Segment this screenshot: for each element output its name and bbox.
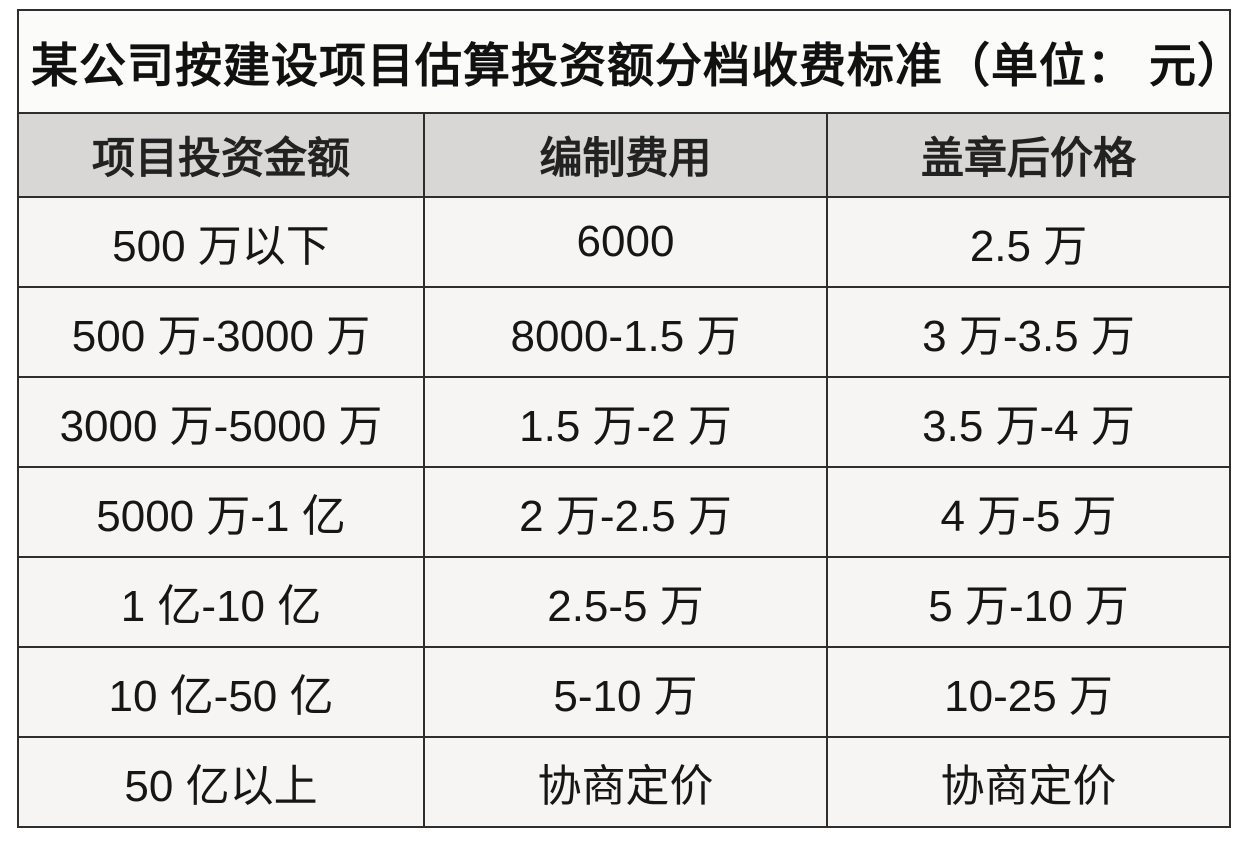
cell-stamped-price: 协商定价: [825, 736, 1232, 828]
cell-stamped-price: 3 万-3.5 万: [825, 286, 1232, 378]
title-row: 某公司按建设项目估算投资额分档收费标准（单位： 元）: [16, 9, 1232, 114]
cell-investment-range: 10 亿-50 亿: [17, 646, 425, 738]
cell-compilation-fee: 5-10 万: [423, 646, 828, 738]
cell-compilation-fee: 1.5 万-2 万: [423, 376, 828, 468]
column-header-compilation-fee: 编制费用: [423, 112, 828, 198]
table-row: 500 万以下 6000 2.5 万: [17, 196, 1232, 288]
table-row: 500 万-3000 万 8000-1.5 万 3 万-3.5 万: [17, 286, 1232, 378]
cell-investment-range: 1 亿-10 亿: [17, 556, 425, 648]
cell-investment-range: 500 万-3000 万: [17, 286, 425, 378]
table-row: 3000 万-5000 万 1.5 万-2 万 3.5 万-4 万: [17, 376, 1232, 468]
cell-stamped-price: 3.5 万-4 万: [825, 376, 1232, 468]
cell-investment-range: 3000 万-5000 万: [17, 376, 425, 468]
cell-compilation-fee: 协商定价: [423, 736, 828, 828]
fee-standard-table: 某公司按建设项目估算投资额分档收费标准（单位： 元） 项目投资金额 编制费用 盖…: [16, 9, 1232, 828]
header-row: 项目投资金额 编制费用 盖章后价格: [17, 112, 1232, 198]
table-row: 5000 万-1 亿 2 万-2.5 万 4 万-5 万: [17, 466, 1232, 558]
cell-stamped-price: 5 万-10 万: [825, 556, 1232, 648]
table-row: 50 亿以上 协商定价 协商定价: [17, 736, 1232, 828]
cell-stamped-price: 10-25 万: [825, 646, 1232, 738]
cell-stamped-price: 2.5 万: [825, 196, 1232, 288]
cell-investment-range: 50 亿以上: [17, 736, 425, 828]
cell-stamped-price: 4 万-5 万: [825, 466, 1232, 558]
cell-compilation-fee: 2.5-5 万: [423, 556, 828, 648]
column-header-investment-amount: 项目投资金额: [17, 112, 425, 198]
cell-compilation-fee: 2 万-2.5 万: [423, 466, 828, 558]
table-row: 10 亿-50 亿 5-10 万 10-25 万: [17, 646, 1232, 738]
table-title: 某公司按建设项目估算投资额分档收费标准（单位： 元）: [16, 9, 1232, 114]
table-row: 1 亿-10 亿 2.5-5 万 5 万-10 万: [17, 556, 1232, 648]
cell-compilation-fee: 6000: [423, 196, 828, 288]
cell-investment-range: 5000 万-1 亿: [17, 466, 425, 558]
cell-compilation-fee: 8000-1.5 万: [423, 286, 828, 378]
cell-investment-range: 500 万以下: [17, 196, 425, 288]
column-header-stamped-price: 盖章后价格: [825, 112, 1232, 198]
